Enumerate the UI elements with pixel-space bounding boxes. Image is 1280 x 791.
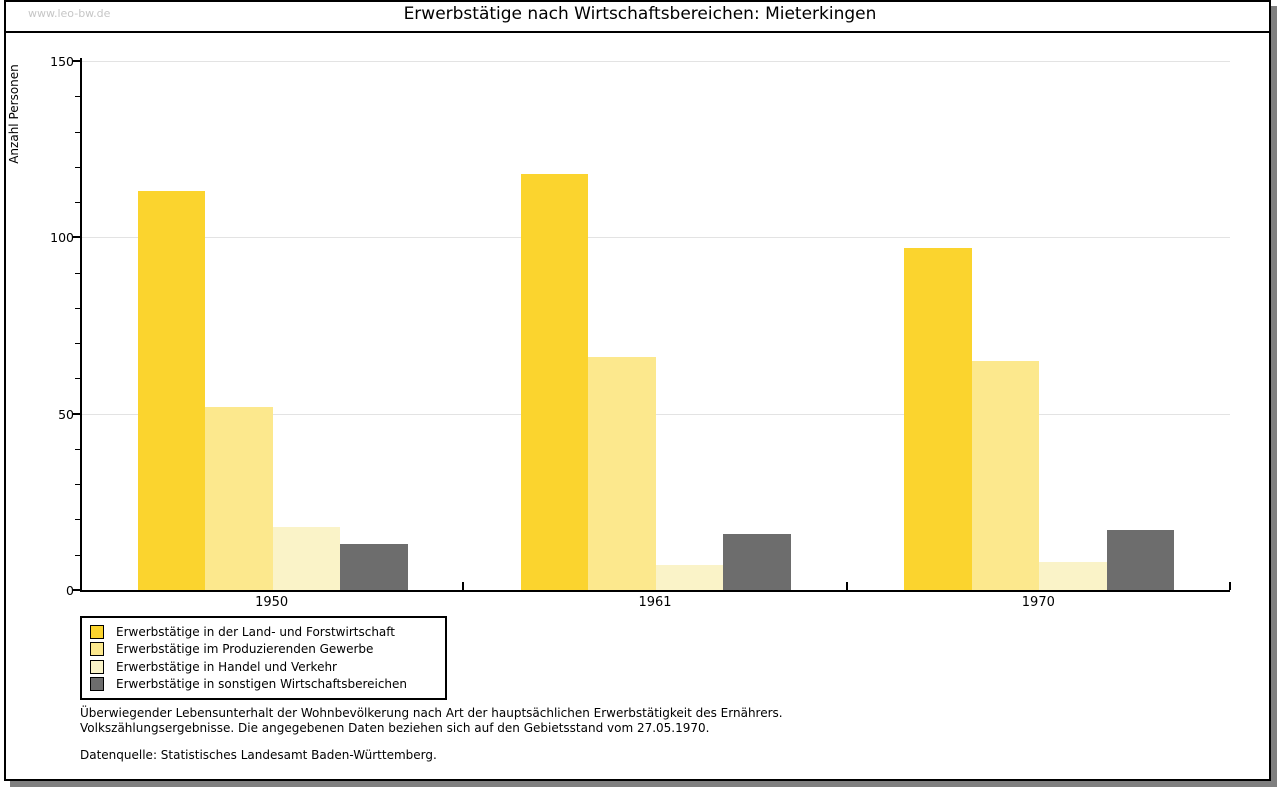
legend-swatch-icon	[90, 624, 104, 639]
bar-1961-series4	[723, 533, 791, 590]
bar-1961-series2	[588, 357, 656, 590]
y-minor-tick-120	[75, 167, 80, 168]
y-minor-tick-60	[75, 378, 80, 379]
y-minor-tick-110	[75, 202, 80, 203]
y-tick-0	[73, 589, 80, 591]
footnote: Überwiegender Lebensunterhalt der Wohnbe…	[80, 706, 1180, 735]
y-minor-tick-70	[75, 343, 80, 344]
x-axis-line	[80, 590, 1230, 592]
legend-label: Erwerbstätige im Produzierenden Gewerbe	[116, 642, 374, 657]
y-minor-tick-90	[75, 273, 80, 274]
y-minor-tick-10	[75, 555, 80, 556]
y-tick-label-0: 0	[66, 583, 74, 598]
gridline-100	[82, 237, 1230, 238]
legend-label: Erwerbstätige in sonstigen Wirtschaftsbe…	[116, 677, 408, 692]
bar-1970-series2	[971, 360, 1040, 590]
y-tick-50	[73, 413, 80, 415]
bar-1961-series1	[520, 173, 589, 590]
bar-1970-series3	[1039, 561, 1107, 590]
bar-1950-series4	[340, 544, 408, 590]
x-tick-3	[1229, 582, 1231, 590]
y-axis-line	[80, 58, 82, 592]
watermark: www.leo-bw.de	[28, 7, 111, 20]
bar-1961-series3	[655, 565, 724, 590]
legend-item-3: Erwerbstätige in Handel und Verkehr	[90, 658, 437, 675]
legend-label: Erwerbstätige in Handel und Verkehr	[116, 659, 337, 674]
y-minor-tick-140	[75, 96, 80, 97]
x-category-label-1970: 1970	[1021, 595, 1055, 610]
legend-item-1: Erwerbstätige in der Land- und Forstwirt…	[90, 623, 437, 640]
y-tick-150	[73, 60, 80, 62]
data-source: Datenquelle: Statistisches Landesamt Bad…	[80, 748, 437, 762]
y-tick-label-150: 150	[50, 54, 74, 69]
legend: Erwerbstätige in der Land- und Forstwirt…	[80, 616, 447, 700]
bar-1970-series1	[904, 247, 972, 590]
y-minor-tick-20	[75, 519, 80, 520]
gridline-150	[82, 61, 1230, 62]
legend-swatch-icon	[90, 677, 104, 692]
x-tick-2	[845, 582, 848, 590]
y-tick-label-50: 50	[58, 407, 74, 422]
gridline-50	[82, 414, 1230, 415]
legend-swatch-icon	[90, 642, 104, 657]
bar-1970-series4	[1106, 530, 1175, 590]
chart-title: Erwerbstätige nach Wirtschaftsbereichen:…	[403, 4, 877, 24]
bar-1950-series1	[137, 191, 206, 590]
y-tick-label-100: 100	[50, 230, 74, 245]
bar-1950-series2	[205, 406, 273, 590]
y-minor-tick-80	[75, 308, 80, 309]
y-minor-tick-30	[75, 484, 80, 485]
legend-label: Erwerbstätige in der Land- und Forstwirt…	[116, 624, 395, 639]
x-category-label-1961: 1961	[638, 595, 672, 610]
footnote-line-1: Überwiegender Lebensunterhalt der Wohnbe…	[80, 706, 783, 720]
y-tick-100	[73, 236, 80, 238]
legend-item-4: Erwerbstätige in sonstigen Wirtschaftsbe…	[90, 676, 437, 693]
legend-swatch-icon	[90, 659, 104, 674]
legend-item-2: Erwerbstätige im Produzierenden Gewerbe	[90, 641, 437, 658]
x-category-label-1950: 1950	[255, 595, 289, 610]
y-axis-title: Anzahl Personen	[7, 64, 21, 164]
title-separator	[6, 31, 1269, 33]
y-minor-tick-40	[75, 449, 80, 450]
bar-1950-series3	[272, 526, 341, 590]
y-minor-tick-130	[75, 132, 80, 133]
x-tick-1	[462, 582, 465, 590]
footnote-line-2: Volkszählungsergebnisse. Die angegebenen…	[80, 720, 710, 735]
